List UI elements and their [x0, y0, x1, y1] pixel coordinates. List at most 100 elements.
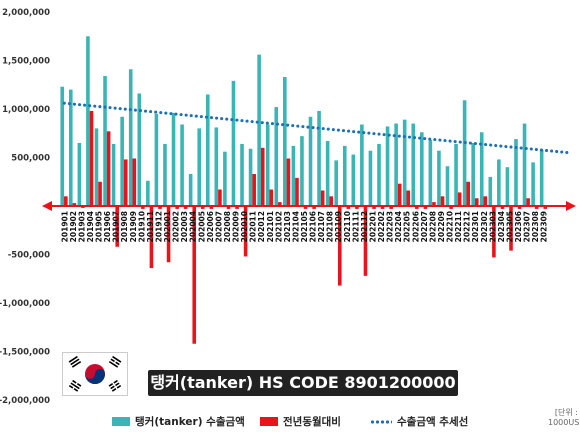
x-tick-label: 201908 — [120, 211, 129, 242]
unit-note: [단위 : 1000USD] — [548, 408, 580, 427]
export-bar — [377, 143, 381, 206]
yoy-bar — [380, 206, 385, 209]
x-tick-label: 202207 — [420, 211, 429, 242]
x-tick-label: 202001 — [163, 211, 172, 242]
export-bars — [60, 36, 544, 207]
export-bar — [428, 140, 433, 206]
legend-export: 탱커(tanker) 수출금액 — [112, 414, 245, 429]
yoy-bar — [320, 190, 325, 206]
x-tick-label: 201901 — [60, 211, 69, 242]
export-bar — [351, 154, 356, 206]
yoy-bar — [543, 206, 548, 209]
legend-yoy-label: 전년동월대비 — [283, 416, 341, 428]
x-tick-label: 201903 — [77, 211, 86, 242]
yoy-bar — [295, 177, 299, 206]
export-bar — [231, 80, 236, 206]
yoy-bar — [355, 206, 359, 209]
x-tick-label: 202008 — [223, 211, 232, 242]
export-bar — [308, 116, 313, 206]
export-bar — [77, 142, 82, 206]
export-bar — [257, 54, 261, 207]
yoy-bar — [449, 206, 453, 209]
yoy-bar — [534, 206, 539, 209]
x-tick-label: 202106 — [309, 211, 318, 242]
x-tick-label: 202102 — [274, 211, 283, 242]
yoy-bar — [457, 192, 462, 206]
yoy-bar — [432, 202, 436, 206]
legend-yoy: 전년동월대비 — [260, 414, 341, 429]
yoy-bar — [312, 206, 316, 209]
export-bar — [342, 145, 347, 206]
yoy-bar — [218, 189, 222, 206]
x-tick-label: 202307 — [523, 211, 532, 242]
export-bar — [137, 93, 142, 206]
export-bar — [171, 112, 176, 206]
x-tick-label: 202002 — [172, 211, 181, 242]
x-tick-label: 202011 — [249, 211, 258, 242]
export-bar — [522, 123, 527, 206]
x-tick-label: 202007 — [214, 211, 223, 242]
zero-axis — [42, 201, 576, 211]
export-bar — [240, 143, 244, 206]
x-tick-label: 201909 — [129, 211, 138, 242]
x-tick-label: 202308 — [531, 211, 540, 242]
axis-arrow-left-icon — [42, 201, 52, 211]
yoy-bar — [260, 147, 265, 206]
yoy-bar — [115, 206, 119, 247]
yoy-bar — [303, 206, 308, 209]
export-bar — [360, 124, 364, 206]
yoy-bar — [389, 206, 393, 209]
x-tick-label: 202206 — [411, 211, 420, 242]
x-tick-label: 202209 — [437, 211, 446, 242]
yoy-bar — [397, 183, 402, 206]
export-bar — [163, 143, 167, 206]
yoy-bar — [175, 206, 179, 209]
export-bar — [334, 160, 338, 206]
yoy-bar — [346, 206, 351, 209]
x-tick-label: 202211 — [454, 211, 463, 242]
x-tick-label: 202201 — [368, 211, 377, 242]
x-tick-label: 201906 — [103, 211, 112, 242]
yoy-bar — [278, 202, 282, 206]
export-bar — [180, 124, 184, 206]
yoy-bar — [415, 206, 419, 209]
yoy-bar — [209, 206, 214, 209]
yoy-bar — [64, 196, 68, 206]
yoy-bar — [252, 173, 256, 206]
x-tick-label: 201904 — [86, 211, 95, 242]
x-tick-label: 202305 — [505, 211, 514, 242]
x-axis-labels: 201901 201902 201903 201904 201905 201906 2019… — [60, 211, 548, 242]
x-tick-label: 201912 — [154, 211, 163, 242]
export-bar — [248, 148, 253, 206]
yoy-bar — [201, 206, 205, 209]
export-bar — [283, 76, 287, 207]
export-bar — [86, 36, 90, 206]
export-bar — [94, 128, 99, 206]
export-bar — [411, 123, 416, 206]
y-tick-label: -1,000,000 — [0, 299, 50, 309]
x-tick-label: 201905 — [95, 211, 104, 242]
x-tick-label: 202303 — [488, 211, 497, 242]
y-tick-label: 1,500,000 — [2, 57, 50, 67]
yoy-bar — [183, 206, 188, 209]
chart-title: 탱커(tanker) HS CODE 8901200000 — [148, 370, 458, 396]
export-bar — [188, 173, 193, 206]
export-bar — [368, 150, 373, 206]
legend-trend-swatch — [370, 419, 392, 424]
export-bar — [497, 159, 501, 206]
x-tick-label: 202003 — [180, 211, 189, 242]
export-bar — [128, 69, 133, 206]
x-tick-label: 202004 — [189, 211, 198, 242]
legend-trend: 수출금액 추세선 — [370, 414, 468, 429]
export-bar — [514, 139, 518, 206]
x-tick-label: 201910 — [137, 211, 146, 242]
y-tick-label: 2,000,000 — [2, 8, 50, 18]
export-bar — [488, 176, 493, 206]
export-bar — [445, 166, 450, 206]
x-tick-label: 202012 — [257, 211, 266, 242]
export-bar — [154, 113, 159, 206]
export-bar — [317, 110, 321, 206]
x-tick-label: 202110 — [343, 211, 352, 242]
export-bar — [68, 89, 73, 206]
